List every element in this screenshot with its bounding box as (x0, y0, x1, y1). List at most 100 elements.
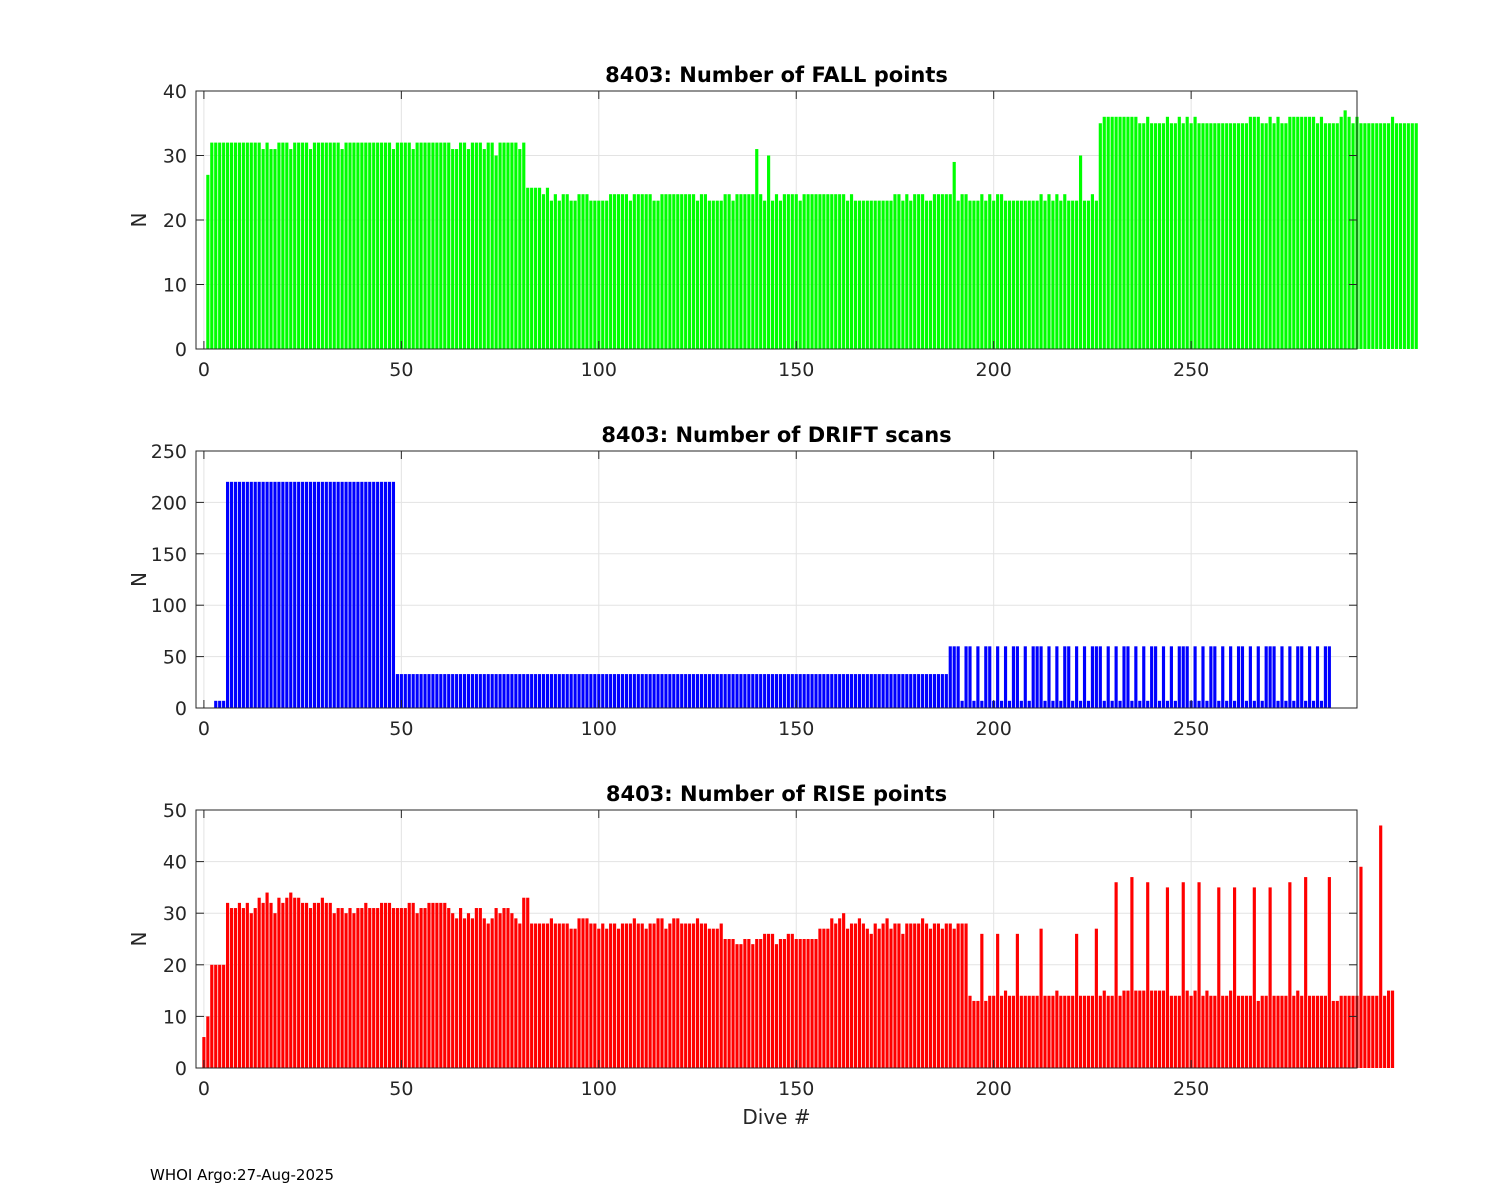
bar (1276, 700, 1280, 708)
bar (1221, 995, 1225, 1068)
bar (1027, 700, 1031, 708)
bar (948, 194, 952, 349)
bar (391, 149, 396, 349)
bar (1217, 700, 1221, 708)
bar (660, 918, 664, 1068)
bar (344, 481, 348, 708)
bar (577, 918, 581, 1068)
bar (660, 674, 664, 708)
bar (770, 933, 775, 1068)
bar (1071, 995, 1075, 1068)
bar (873, 923, 877, 1068)
bar (1394, 123, 1399, 349)
bar (1244, 700, 1249, 708)
bar (822, 674, 826, 708)
bar (703, 674, 707, 708)
bar (1213, 995, 1217, 1068)
bar (423, 142, 427, 349)
bar (1047, 194, 1051, 349)
bar (905, 923, 909, 1068)
bar (853, 200, 858, 349)
bar (909, 674, 913, 708)
bar (502, 674, 506, 708)
bar (447, 674, 451, 708)
bar (1363, 123, 1367, 349)
bar (249, 142, 253, 349)
x-tick-label: 100 (581, 359, 617, 381)
bar (1138, 990, 1142, 1068)
bar (691, 194, 696, 349)
bar (312, 902, 317, 1068)
bar (648, 194, 652, 349)
x-tick-label: 250 (1173, 718, 1209, 740)
bar (1043, 700, 1047, 708)
bar (767, 155, 771, 349)
bar (340, 481, 344, 708)
bar (423, 908, 427, 1068)
bar (636, 194, 640, 349)
bar (778, 674, 783, 708)
bar (1252, 116, 1256, 349)
bar (1268, 887, 1272, 1068)
bar (810, 674, 814, 708)
bar (1078, 700, 1083, 708)
bar (506, 142, 510, 349)
bar (846, 674, 850, 708)
bar (545, 674, 550, 708)
bar (648, 923, 652, 1068)
bar (672, 194, 676, 349)
bar (352, 913, 356, 1068)
bar (226, 902, 230, 1068)
bar (1102, 990, 1106, 1068)
bar (553, 194, 557, 349)
bar (1134, 646, 1138, 708)
bar (1118, 995, 1122, 1068)
bar (601, 200, 605, 349)
bar (1201, 646, 1205, 708)
bar (1410, 123, 1414, 349)
bar (490, 918, 494, 1068)
bar (735, 944, 739, 1068)
bar (411, 149, 415, 349)
bar (522, 142, 526, 349)
bar (747, 674, 751, 708)
bar (1185, 990, 1189, 1068)
bar (727, 939, 731, 1068)
bar (751, 194, 755, 349)
bar (869, 674, 873, 708)
bar (344, 913, 348, 1068)
bar (541, 194, 546, 349)
bar (1225, 123, 1229, 349)
bar (253, 481, 257, 708)
bar (814, 194, 818, 349)
bar (289, 481, 293, 708)
bar (537, 674, 542, 708)
panel-3: 0 50 100 150 200 250 0 10 20 30 40 50 8403: Number o… (127, 782, 1395, 1129)
bar (881, 923, 885, 1068)
chart-title: 8403: Number of FALL points (605, 63, 948, 87)
bar (1134, 990, 1138, 1068)
bar (948, 923, 952, 1068)
bar (948, 646, 952, 708)
bar (229, 908, 234, 1068)
bar (1379, 825, 1383, 1068)
bar (1213, 646, 1217, 708)
bar (1059, 700, 1063, 708)
bar (763, 933, 767, 1068)
bar (747, 939, 751, 1068)
bar (901, 933, 905, 1068)
bar (624, 674, 629, 708)
bar (636, 923, 640, 1068)
bar (881, 674, 885, 708)
y-tick-label: 40 (163, 81, 187, 103)
bar (360, 142, 364, 349)
bar (478, 908, 482, 1068)
bar (1161, 990, 1166, 1068)
bar (834, 194, 838, 349)
bar (545, 187, 550, 349)
bar (1051, 995, 1055, 1068)
bar (490, 674, 494, 708)
bar (1078, 995, 1083, 1068)
bar (1260, 700, 1264, 708)
